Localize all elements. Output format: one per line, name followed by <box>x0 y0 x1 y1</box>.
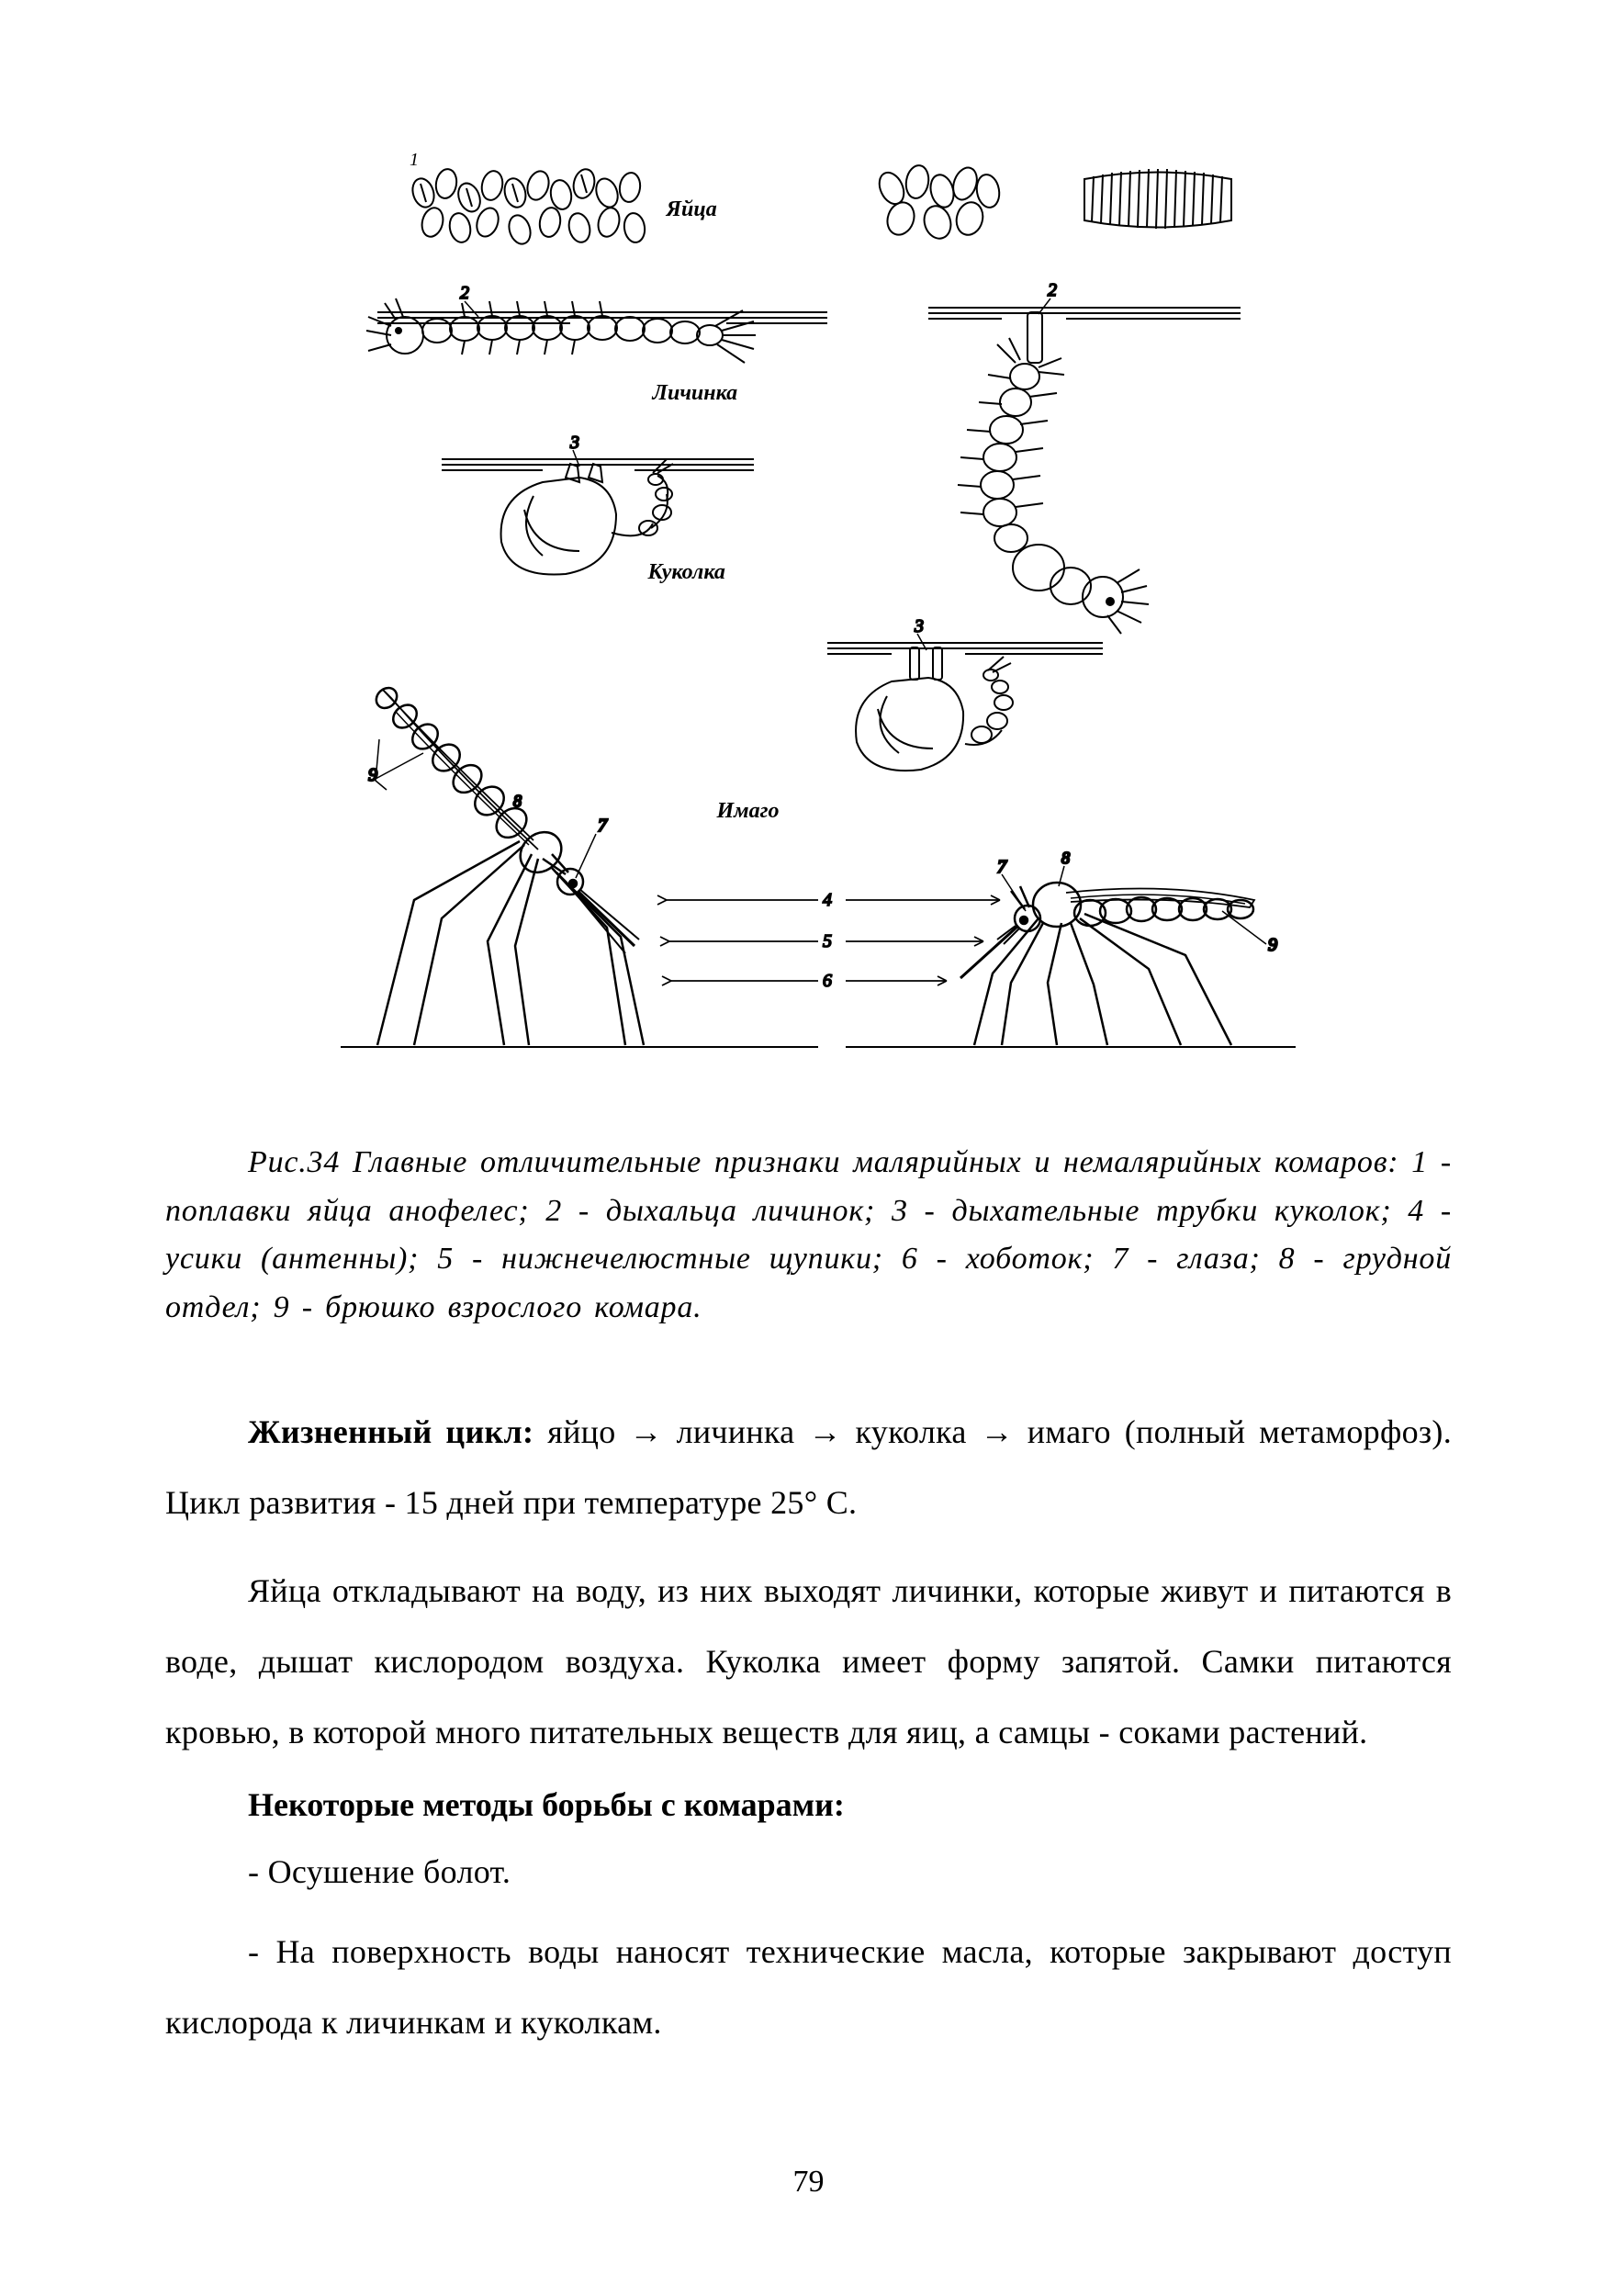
svg-text:2: 2 <box>460 283 469 303</box>
label-larva: Личинка <box>653 381 738 406</box>
page-number: 79 <box>0 2165 1617 2200</box>
figure-caption: Рис.34 Главные отличительные признаки ма… <box>165 1139 1452 1333</box>
methods-heading: Некоторые методы борьбы с комарами: <box>165 1785 1452 1824</box>
svg-text:4: 4 <box>823 890 832 910</box>
svg-text:8: 8 <box>513 792 522 810</box>
figure-diagram: 1 <box>304 147 1314 1084</box>
svg-text:3: 3 <box>914 616 924 636</box>
svg-text:3: 3 <box>569 433 579 453</box>
bullet-2: - На поверхность воды наносят технически… <box>165 1917 1452 2059</box>
svg-text:2: 2 <box>1048 280 1057 300</box>
bullet-1: - Осушение болот. <box>165 1837 1452 1908</box>
paragraph-lifecycle: Жизненный цикл: яйцо → личинка → куколка… <box>165 1397 1452 1539</box>
label-pupa: Куколка <box>648 560 725 585</box>
svg-text:9: 9 <box>1268 935 1277 955</box>
label-imago: Имаго <box>717 799 780 824</box>
paragraph-2: Яйца откладывают на воду, из них выходят… <box>165 1556 1452 1769</box>
svg-text:8: 8 <box>1061 849 1070 867</box>
lifecycle-label: Жизненный цикл: <box>248 1413 533 1450</box>
label-eggs: Яйца <box>667 197 717 222</box>
svg-text:7: 7 <box>598 816 608 836</box>
svg-text:6: 6 <box>823 971 832 991</box>
svg-text:1: 1 <box>410 150 419 170</box>
figure-container: 1 <box>165 147 1452 1084</box>
mosquito-lifecycle-svg: 1 <box>304 147 1314 1084</box>
svg-text:5: 5 <box>823 931 832 951</box>
